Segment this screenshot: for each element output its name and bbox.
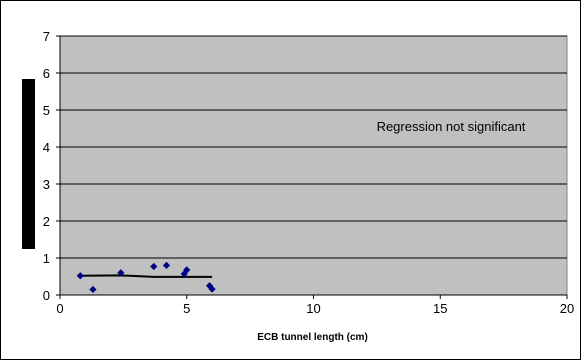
y-tick-label: 7 [43,29,50,44]
trend-line [80,274,213,278]
annotation-text: Regression not significant [377,119,526,134]
y-tick-label: 6 [43,66,50,81]
data-point [76,272,84,280]
data-point [180,270,188,278]
x-tick-label: 0 [56,301,63,316]
data-point [208,285,216,293]
y-tick-label: 5 [43,103,50,118]
data-point [89,285,97,294]
y-tick-label: 0 [43,288,50,303]
x-tick-label: 10 [306,301,320,316]
y-tick-label: 3 [43,177,50,192]
x-tick-label: 15 [433,301,447,316]
data-point [150,262,158,271]
x-tick-label: 5 [183,301,190,316]
data-point [162,261,171,269]
x-tick-label: 20 [560,301,574,316]
data-point [183,266,191,274]
data-point [117,269,125,277]
y-tick-label: 4 [43,140,50,155]
y-tick-label: 1 [43,251,50,266]
y-tick-label: 2 [43,214,50,229]
y-axis-label-block [22,79,35,249]
plot-area [59,35,568,296]
x-axis-label: ECB tunnel length (cm) [257,332,368,343]
